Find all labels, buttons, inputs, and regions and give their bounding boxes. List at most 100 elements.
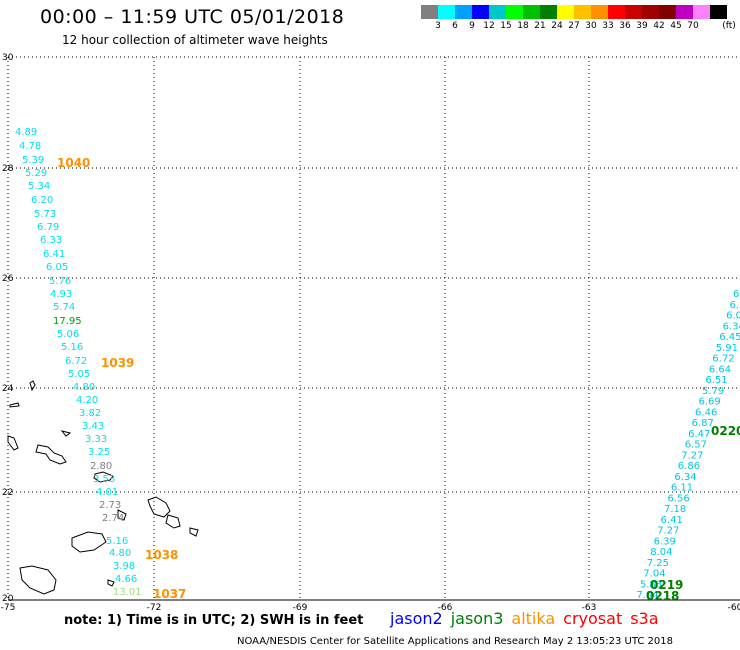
swh-value: 7.25	[647, 558, 669, 569]
legend-label: 70	[687, 21, 699, 31]
satellite-altika: altika	[511, 609, 556, 628]
color-legend	[421, 5, 727, 19]
page-subtitle: 12 hour collection of altimeter wave hei…	[62, 33, 328, 47]
swh-value: 4.20	[76, 395, 98, 406]
swh-value: 6.34	[674, 472, 696, 483]
swh-value: 5.05	[68, 369, 90, 380]
island-outline	[147, 496, 171, 518]
swh-value: 6.57	[685, 440, 707, 451]
legend-swatch	[591, 5, 608, 19]
swh-value: 6.51	[705, 375, 727, 386]
swh-value: 5.83	[640, 579, 662, 590]
legend-label: 27	[568, 21, 580, 31]
legend-unit: (ft)	[722, 21, 736, 31]
legend-label: 6	[452, 21, 458, 31]
lat-label: 28	[2, 164, 14, 174]
lon-label: -60	[728, 603, 740, 613]
swh-value: 2.73	[99, 500, 121, 511]
legend-label: 9	[469, 21, 475, 31]
swh-value: 4.93	[50, 289, 72, 300]
legend-swatch	[438, 5, 455, 19]
swh-value: 6.69	[699, 397, 721, 408]
legend-swatch	[455, 5, 472, 19]
island-outline	[60, 430, 72, 437]
swh-value: 6.87	[692, 418, 714, 429]
swh-value: 4.89	[15, 127, 37, 138]
legend-swatch	[421, 5, 438, 19]
swh-value: 7.04	[636, 590, 658, 601]
land-outlines	[7, 380, 199, 595]
legend-swatch	[472, 5, 489, 19]
lat-label: 22	[2, 488, 13, 498]
legend-swatch	[676, 5, 693, 19]
swh-value: 5.91	[716, 343, 738, 354]
time-label: 1039	[101, 356, 134, 370]
time-label: 0218	[646, 589, 679, 603]
footer-credit: NOAA/NESDIS Center for Satellite Applica…	[237, 636, 673, 647]
page-title: 00:00 – 11:59 UTC 05/01/2018	[40, 6, 345, 28]
satellite-s3a: s3a	[630, 609, 659, 628]
swh-value: 4.66	[115, 574, 137, 585]
swh-value: 4.78	[19, 141, 41, 152]
island-outline	[117, 509, 127, 521]
swh-value: 4.80	[73, 382, 95, 393]
legend-label: 18	[517, 21, 529, 31]
swh-value: 3.25	[88, 447, 110, 458]
legend-swatch	[625, 5, 642, 19]
legend-swatch	[540, 5, 557, 19]
legend-label: 15	[500, 21, 512, 31]
satellite-legend: jason2 jason3 altika cryosat s3a	[390, 609, 667, 628]
legend-swatch	[523, 5, 540, 19]
swh-value: 5.39	[22, 155, 44, 166]
legend-label: 21	[534, 21, 546, 31]
legend-swatch	[693, 5, 710, 19]
lon-label: -66	[438, 603, 453, 613]
legend-label: 42	[653, 21, 665, 31]
legend-swatch	[506, 5, 523, 19]
swh-value: 5.73	[34, 209, 56, 220]
island-outline	[9, 402, 20, 408]
legend-swatch	[608, 5, 625, 19]
island-outline	[93, 471, 114, 483]
axis-labels: 30 28 26 24 22 20-75 -72 -69 -66 -63 -60	[1, 53, 740, 613]
swh-value: 5.34	[28, 181, 50, 192]
swh-value: 5.79	[702, 386, 724, 397]
time-label: 1037	[153, 587, 186, 601]
swh-value: 3.82	[79, 408, 101, 419]
swh-value: 6.41	[43, 249, 65, 260]
swh-value: 6.09	[726, 311, 740, 322]
swh-value: 2.80	[90, 461, 112, 472]
swh-value: 5.29	[25, 168, 47, 179]
island-outline	[71, 531, 107, 553]
island-outline	[165, 514, 181, 529]
legend-label: 45	[670, 21, 682, 31]
swh-value: 5.06	[57, 329, 79, 340]
track-left: 4.89 4.78 5.39 5.29 5.34 6.20 5.73 6.79 6.33 6.41…	[15, 127, 142, 598]
island-outline	[107, 579, 115, 587]
swh-value: 5.16	[106, 536, 128, 547]
island-outline	[35, 444, 67, 465]
track-right: 66.26.096.346.455.916.726.646.515.796.69…	[636, 289, 740, 601]
footer-note: note: 1) Time is in UTC; 2) SWH is in fe…	[64, 613, 364, 628]
swh-value: 6.20	[31, 195, 53, 206]
time-label: 1040	[57, 156, 90, 170]
swh-value: 6.72	[65, 356, 87, 367]
swh-value: 13.01	[113, 587, 142, 598]
swh-value: 6.34	[723, 321, 740, 332]
satellite-jason2: jason2	[390, 609, 443, 628]
legend-label: 36	[619, 21, 631, 31]
lon-label: -75	[1, 603, 16, 613]
swh-value: 4.80	[109, 548, 131, 559]
swh-value: 4.01	[96, 487, 118, 498]
swh-value: 6.33	[40, 235, 62, 246]
swh-value: 6.2	[730, 300, 740, 311]
lat-label: 24	[2, 384, 14, 394]
satellite-cryosat: cryosat	[563, 609, 623, 628]
swh-value: 6.72	[712, 354, 734, 365]
swh-value: 6.39	[654, 536, 676, 547]
swh-value: 2.74	[102, 513, 124, 524]
legend-label: 3	[435, 21, 441, 31]
